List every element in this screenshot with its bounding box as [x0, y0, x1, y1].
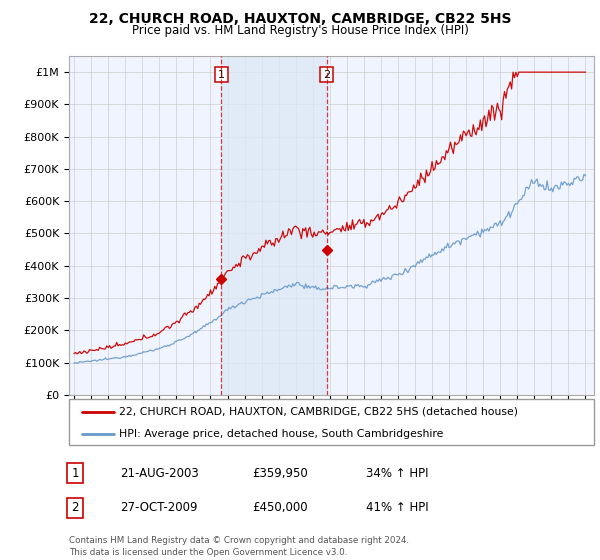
Text: 27-OCT-2009: 27-OCT-2009 — [120, 501, 197, 515]
Text: HPI: Average price, detached house, South Cambridgeshire: HPI: Average price, detached house, Sout… — [119, 429, 443, 439]
Text: 2: 2 — [71, 501, 79, 515]
Text: Contains HM Land Registry data © Crown copyright and database right 2024.
This d: Contains HM Land Registry data © Crown c… — [69, 536, 409, 557]
Text: 21-AUG-2003: 21-AUG-2003 — [120, 466, 199, 480]
Text: 22, CHURCH ROAD, HAUXTON, CAMBRIDGE, CB22 5HS (detached house): 22, CHURCH ROAD, HAUXTON, CAMBRIDGE, CB2… — [119, 407, 518, 417]
Text: 1: 1 — [71, 466, 79, 480]
Text: 22, CHURCH ROAD, HAUXTON, CAMBRIDGE, CB22 5HS: 22, CHURCH ROAD, HAUXTON, CAMBRIDGE, CB2… — [89, 12, 511, 26]
Text: £450,000: £450,000 — [252, 501, 308, 515]
Text: Price paid vs. HM Land Registry's House Price Index (HPI): Price paid vs. HM Land Registry's House … — [131, 24, 469, 36]
Text: 1: 1 — [218, 69, 225, 80]
Bar — [221, 56, 327, 395]
Text: 41% ↑ HPI: 41% ↑ HPI — [366, 501, 428, 515]
Text: 2: 2 — [323, 69, 330, 80]
Text: £359,950: £359,950 — [252, 466, 308, 480]
Text: 34% ↑ HPI: 34% ↑ HPI — [366, 466, 428, 480]
